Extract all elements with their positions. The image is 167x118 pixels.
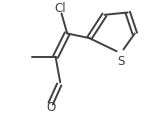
- Text: S: S: [117, 55, 124, 68]
- Text: Cl: Cl: [54, 2, 66, 15]
- Text: O: O: [46, 101, 55, 114]
